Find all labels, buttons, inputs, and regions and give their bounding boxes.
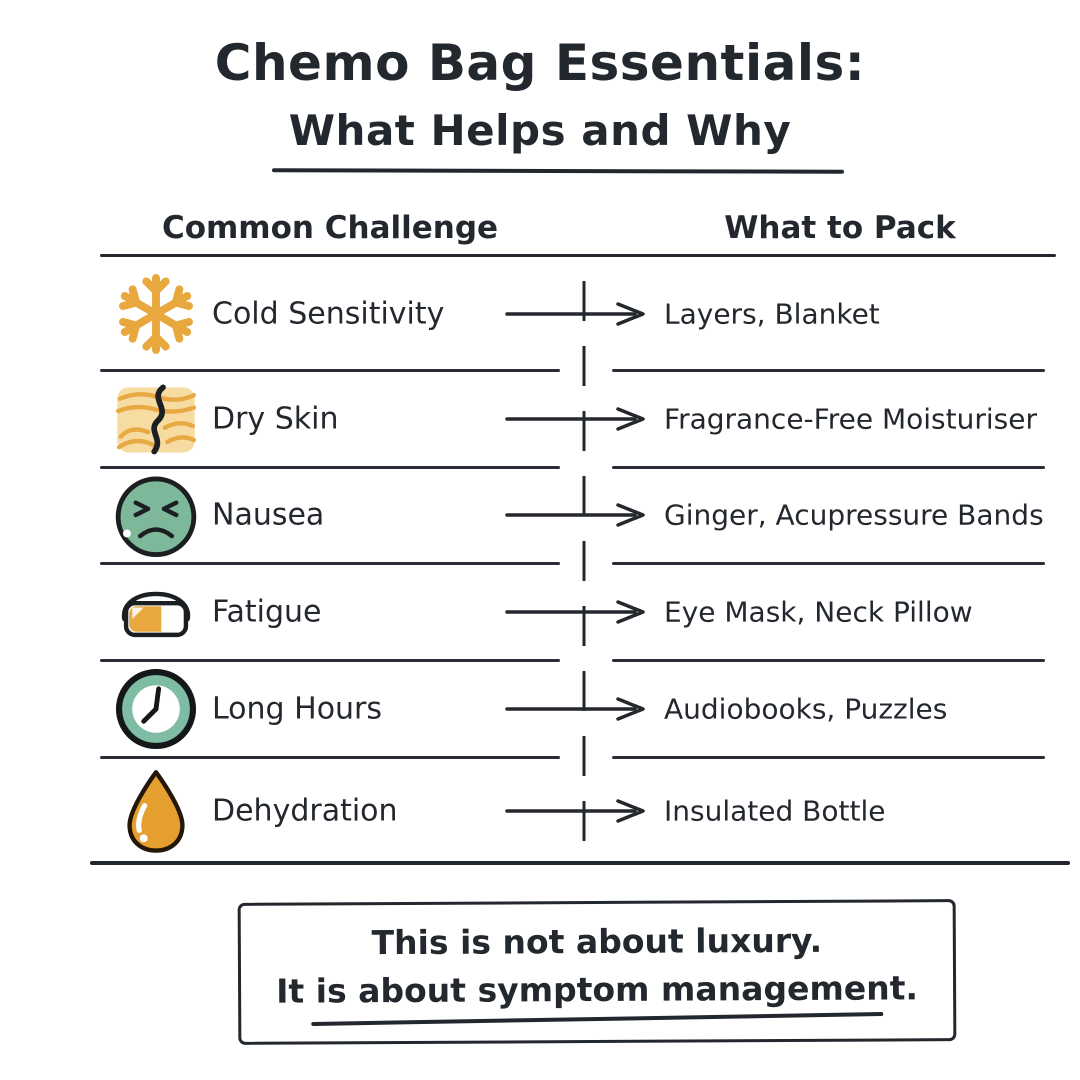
table-row: Cold Sensitivity Layers, Blanket	[0, 257, 1080, 370]
arrow-icon	[505, 599, 645, 624]
challenge-label: Long Hours	[212, 691, 383, 726]
challenge-table: Cold Sensitivity Layers, Blanket	[0, 257, 1080, 864]
pack-label: Layers, Blanket	[664, 297, 880, 330]
title-underline	[271, 168, 845, 174]
challenge-label: Dehydration	[212, 793, 398, 828]
challenge-label: Nausea	[212, 497, 325, 533]
row-separator-left	[100, 659, 560, 662]
snowflake-icon	[112, 270, 200, 358]
page-subtitle: What Helps and Why	[288, 106, 792, 155]
arrow-icon	[505, 503, 645, 527]
center-dashed-line	[582, 281, 586, 853]
footer-underline	[311, 1011, 884, 1026]
table-row: Nausea Ginger, Acupressure Bands	[0, 467, 1080, 563]
arrow-icon	[505, 406, 645, 431]
row-separator-left	[100, 562, 560, 565]
arrow-icon	[505, 696, 645, 721]
column-header-challenge: Common Challenge	[161, 210, 499, 246]
column-header-pack: What to Pack	[724, 210, 956, 246]
pack-label: Eye Mask, Neck Pillow	[664, 595, 973, 628]
water-drop-icon	[112, 767, 200, 855]
clock-icon	[112, 665, 200, 753]
row-separator-right	[612, 562, 1045, 565]
arrow-icon	[505, 798, 645, 823]
nausea-face-icon	[112, 471, 200, 559]
pack-label: Fragrance-Free Moisturiser	[664, 402, 1037, 435]
challenge-label: Dry Skin	[212, 401, 339, 436]
page-title: Chemo Bag Essentials:	[214, 34, 866, 92]
row-separator-right	[612, 756, 1045, 759]
row-separator-right	[612, 466, 1045, 469]
table-row: Dehydration Insulated Bottle	[0, 757, 1080, 864]
table-bottom-line	[90, 861, 1070, 865]
arrow-icon	[505, 301, 645, 326]
row-separator-left	[100, 756, 560, 759]
challenge-label: Fatigue	[212, 594, 322, 629]
table-row: Dry Skin Fragrance-Free Moisturiser	[0, 370, 1080, 467]
dry-skin-icon	[112, 375, 200, 463]
footer-line2: It is about symptom management.	[276, 968, 919, 1011]
row-separator-right	[612, 659, 1045, 662]
row-separator-left	[100, 466, 560, 469]
header-separator-line	[100, 254, 1056, 257]
challenge-label: Cold Sensitivity	[212, 296, 445, 331]
pack-label: Audiobooks, Puzzles	[664, 692, 948, 725]
table-row: Fatigue Eye Mask, Neck Pillow	[0, 563, 1080, 660]
pack-label: Ginger, Acupressure Bands	[664, 498, 1044, 532]
row-separator-right	[612, 369, 1045, 372]
footer-line1: This is not about luxury.	[371, 920, 823, 963]
eye-mask-icon	[112, 568, 200, 656]
footer-note-box: This is not about luxury. It is about sy…	[237, 899, 957, 1045]
table-row: Long Hours Audiobooks, Puzzles	[0, 660, 1080, 757]
pack-label: Insulated Bottle	[664, 794, 886, 827]
row-separator-left	[100, 369, 560, 372]
